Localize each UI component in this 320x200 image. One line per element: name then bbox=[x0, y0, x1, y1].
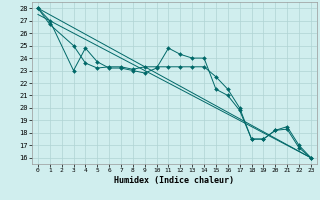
X-axis label: Humidex (Indice chaleur): Humidex (Indice chaleur) bbox=[115, 176, 234, 185]
